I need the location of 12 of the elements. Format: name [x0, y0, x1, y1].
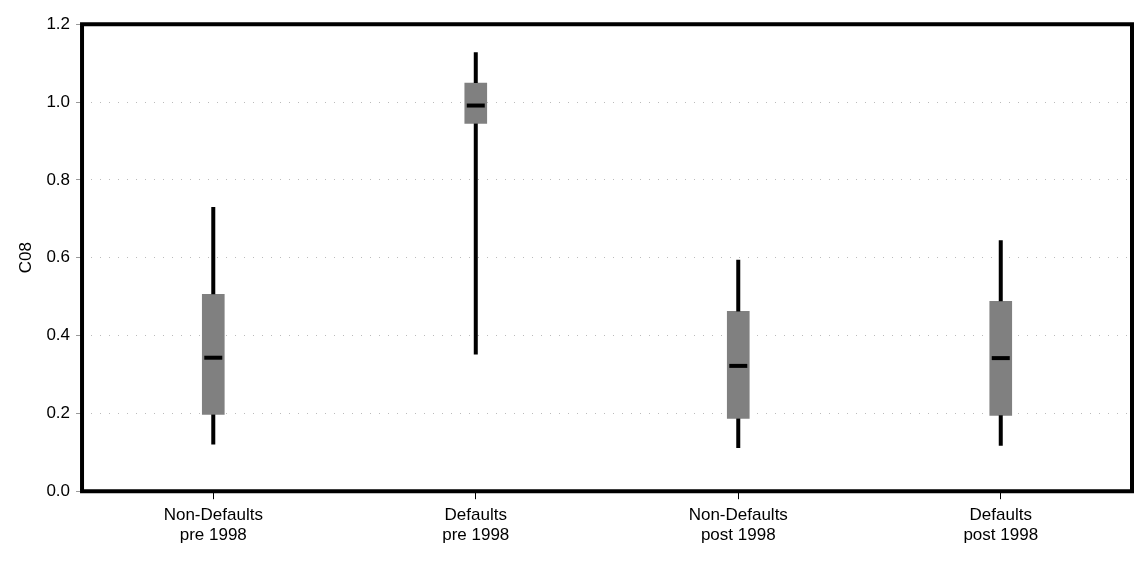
x-tick-label: Defaults pre 1998	[442, 505, 510, 545]
y-tick-label: 0.6	[46, 247, 71, 267]
x-tick-label: Non-Defaults post 1998	[688, 505, 788, 545]
x-tick-label: Non-Defaults pre 1998	[163, 505, 263, 545]
y-axis-title: C08	[15, 242, 35, 274]
y-tick-label: 0.4	[46, 325, 71, 345]
x-tick-label: Defaults post 1998	[963, 505, 1039, 545]
y-tick-label: 1.2	[46, 13, 71, 33]
y-tick-label: 0.2	[46, 403, 71, 423]
y-tick-label: 0.0	[46, 480, 71, 500]
y-tick-label: 1.0	[46, 91, 71, 111]
y-tick-label: 0.8	[46, 169, 71, 189]
